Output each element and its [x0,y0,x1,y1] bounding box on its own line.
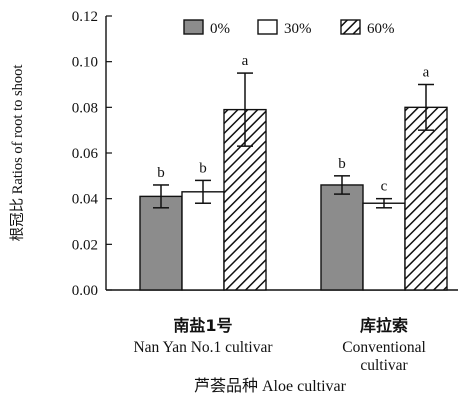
legend-swatch-0pct [183,19,204,35]
legend-swatch-30pct [257,19,278,35]
y-tick-label: 0.02 [72,237,98,253]
significance-letter: c [381,179,388,195]
bar-60pct-1 [404,106,448,291]
legend-label: 0% [210,21,230,37]
bar-30pct-0 [181,191,225,291]
legend-swatch-60pct [340,19,361,35]
bar-0pct-0 [139,195,183,291]
significance-letter: b [199,160,207,176]
y-axis-title: 根冠比 Ratios of root to shoot [9,65,26,242]
category-label-en: Conventional [342,339,426,356]
y-tick-label: 0.06 [72,146,99,162]
y-tick-label: 0.10 [72,55,98,71]
significance-letter: b [338,156,346,172]
y-tick-label: 0.08 [72,100,98,116]
y-tick-label: 0.12 [72,9,98,25]
legend-label: 30% [284,21,312,37]
category-label-en: Nan Yan No.1 cultivar [133,339,273,356]
significance-letter: b [157,165,165,181]
legend-label: 60% [367,21,395,37]
category-label-zh: 库拉索 [360,316,408,335]
category-label-en: cultivar [360,357,408,374]
y-tick-label: 0.00 [72,283,98,299]
category-label-zh: 南盐1号 [173,316,232,335]
bar-0pct-1 [320,184,364,291]
significance-letter: a [423,65,430,81]
y-tick-label: 0.04 [72,192,99,208]
bar-30pct-1 [362,202,406,291]
significance-letter: a [242,53,249,69]
x-axis-title: 芦荟品种 Aloe cultivar [194,377,347,395]
